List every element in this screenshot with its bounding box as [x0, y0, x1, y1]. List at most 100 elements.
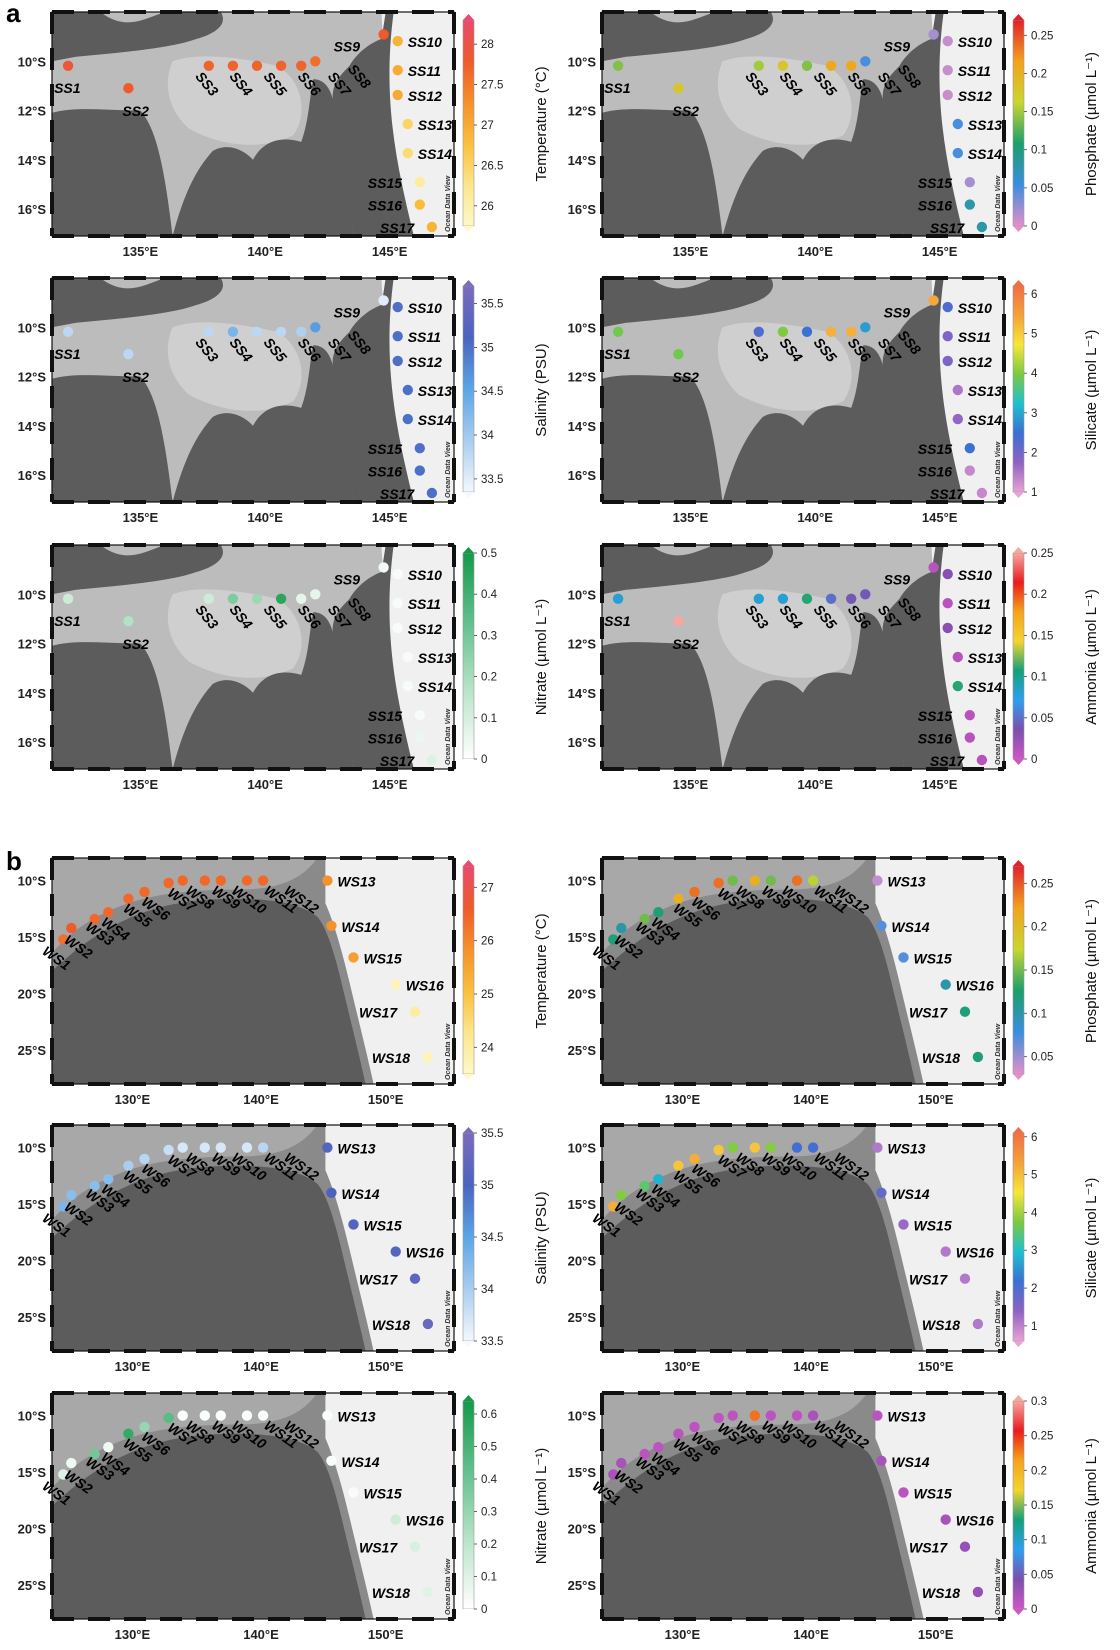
map-panel-b-silicate: 130°E 140°E 150°E 10°S 15°S 20°S 25°S Ocean Dat… — [568, 1123, 1100, 1374]
station-point-ss14 — [402, 147, 413, 159]
colorbar-tick-label: 1 — [1031, 1321, 1037, 1333]
station-label: WS16 — [956, 978, 994, 994]
station-point-ws16 — [940, 1514, 951, 1525]
x-tick-label: 135°E — [673, 244, 709, 259]
station-label: WS16 — [406, 978, 444, 994]
odv-watermark: Ocean Data View — [445, 1290, 452, 1347]
station-label: SS1 — [604, 346, 631, 362]
station-point-ss16 — [964, 732, 975, 743]
station-point-ss10 — [392, 301, 403, 313]
station-point-ws18 — [972, 1051, 984, 1063]
station-label: SS15 — [368, 441, 402, 457]
station-label: SS16 — [918, 731, 952, 747]
odv-watermark: Ocean Data View — [445, 1558, 452, 1615]
station-point-ws18 — [422, 1318, 434, 1330]
odv-watermark: Ocean Data View — [445, 441, 452, 498]
station-point-ws5 — [673, 893, 684, 904]
station-label: SS10 — [958, 567, 992, 583]
x-tick-label: 135°E — [123, 510, 159, 525]
station-point-ss11 — [392, 331, 403, 342]
colorbar-tick-label: 0.3 — [481, 630, 497, 642]
station-label: SS14 — [418, 146, 452, 162]
y-tick-label: 15°S — [568, 1197, 597, 1212]
station-point-ss6 — [825, 326, 837, 337]
map-shallow-water — [875, 1125, 1004, 1351]
colorbar-tick-label: 34.5 — [481, 1232, 503, 1244]
station-label: SS13 — [968, 117, 1002, 133]
map-land — [172, 612, 354, 769]
y-tick-label: 14°S — [18, 686, 47, 701]
station-label: WS13 — [887, 874, 925, 890]
station-point-ws4 — [653, 1174, 664, 1185]
x-tick-label: 145°E — [372, 244, 408, 259]
station-label: SS17 — [380, 220, 415, 236]
station-label: SS15 — [918, 708, 952, 724]
station-point-ws8 — [177, 875, 188, 886]
colorbar-tick-label: 27.5 — [481, 80, 503, 92]
station-point-ss12 — [942, 355, 953, 367]
station-point-ss4 — [777, 326, 789, 337]
x-tick-label: 145°E — [922, 244, 958, 259]
station-point-ss4 — [777, 60, 789, 71]
map-land — [602, 375, 723, 502]
station-label: SS11 — [958, 596, 991, 612]
y-tick-label: 16°S — [18, 202, 47, 217]
station-label: WS14 — [341, 919, 379, 935]
colorbar-cap — [463, 1609, 474, 1615]
station-point-ws14 — [876, 1187, 887, 1198]
colorbar-cap — [1013, 1127, 1024, 1133]
station-point-ws10 — [765, 1410, 776, 1421]
station-point-ss9 — [928, 295, 939, 306]
station-label: SS10 — [408, 300, 442, 316]
station-point-ws12 — [257, 1410, 269, 1421]
station-point-ss1 — [62, 60, 74, 71]
colorbar-tick-label: 2 — [1031, 447, 1037, 459]
odv-watermark: Ocean Data View — [445, 1023, 452, 1080]
odv-watermark: Ocean Data View — [995, 1558, 1002, 1615]
station-point-ss6 — [825, 60, 837, 71]
x-tick-label: 140°E — [243, 1359, 279, 1374]
station-label: SS12 — [408, 354, 442, 370]
station-point-ws7 — [713, 1412, 724, 1424]
station-label: WS17 — [359, 1272, 398, 1288]
station-label: SS9 — [884, 38, 911, 54]
colorbar-tick-label: 0.4 — [481, 1474, 498, 1486]
colorbar-cap — [463, 547, 474, 553]
station-point-ss4 — [227, 60, 239, 71]
station-point-ws4 — [103, 1174, 114, 1185]
station-point-ss2 — [673, 616, 684, 627]
station-point-ss2 — [123, 616, 134, 627]
map-land — [172, 79, 354, 236]
station-point-ws5 — [123, 893, 134, 904]
station-label: SS1 — [604, 80, 631, 96]
map-land — [602, 109, 723, 236]
station-point-ws9 — [749, 1410, 760, 1421]
colorbar-tick-label: 0.15 — [1031, 1500, 1053, 1512]
station-point-ws13 — [872, 1410, 883, 1421]
station-point-ss14 — [952, 680, 963, 692]
station-point-ws16 — [940, 1246, 951, 1257]
station-point-ws9 — [199, 1410, 210, 1421]
colorbar — [1012, 285, 1025, 493]
colorbar-tick-label: 0.25 — [1031, 878, 1053, 890]
station-label: WS13 — [337, 1141, 375, 1157]
colorbar-cap — [1013, 860, 1024, 866]
colorbar-tick-label: 0.25 — [1031, 548, 1053, 560]
x-tick-label: 140°E — [797, 777, 833, 792]
x-tick-label: 145°E — [922, 510, 958, 525]
y-tick-label: 10°S — [18, 1141, 47, 1156]
station-label: SS17 — [380, 753, 415, 769]
colorbar-title: Ammonia (µmol L⁻¹) — [1083, 589, 1100, 725]
station-point-ws8 — [727, 875, 738, 886]
y-tick-label: 16°S — [18, 735, 47, 750]
station-point-ws8 — [177, 1410, 188, 1421]
map-basin — [167, 322, 302, 411]
station-point-ss9 — [928, 29, 939, 40]
station-label: SS15 — [368, 708, 402, 724]
colorbar — [462, 552, 475, 760]
station-label: WS17 — [909, 1005, 948, 1021]
colorbar-cap — [463, 14, 474, 20]
y-tick-label: 25°S — [18, 1043, 47, 1058]
colorbar-tick-label: 0.3 — [1031, 1396, 1047, 1408]
y-tick-label: 14°S — [18, 153, 47, 168]
